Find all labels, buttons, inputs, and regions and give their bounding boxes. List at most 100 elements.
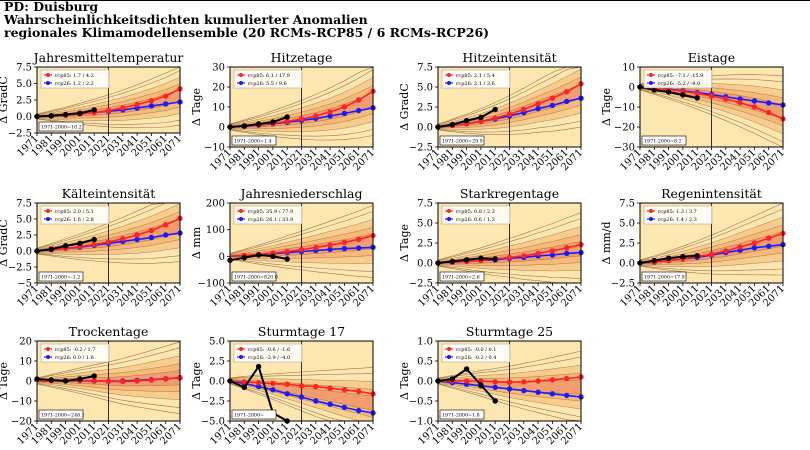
baseline-box xyxy=(641,271,687,282)
data-point-obs xyxy=(255,363,262,370)
y-tick-label: −30 xyxy=(614,143,635,154)
legend-swatch-marker xyxy=(447,355,451,359)
y-tick-label: 0 xyxy=(629,83,635,94)
legend-box xyxy=(233,205,303,225)
y-tick-label: 5.0 xyxy=(16,215,32,226)
y-tick-label: 2.5 xyxy=(209,357,225,368)
data-point-rcp26 xyxy=(751,245,758,251)
data-point-rcp85 xyxy=(521,379,527,385)
data-point-obs xyxy=(478,114,484,121)
legend-swatch-marker xyxy=(239,81,243,85)
chart-panel: −2.50.02.55.07.5197119811991200120112021… xyxy=(398,50,585,173)
data-point-rcp85 xyxy=(492,115,498,121)
baseline-note: 1971-2000=17.9 xyxy=(641,271,687,282)
baseline-note: 1971-2000=8.2 xyxy=(641,135,687,146)
y-tick-label: 5.0 xyxy=(619,219,635,230)
y-tick-label: 7.5 xyxy=(16,63,32,74)
data-point-rcp26 xyxy=(521,387,527,394)
legend: rcp85: 6.1 / 17.9 rcp26: 5.5 / 9.6 xyxy=(233,69,303,89)
data-point-rcp26 xyxy=(148,103,155,109)
data-point-rcp85 xyxy=(120,105,126,111)
legend-swatch-marker xyxy=(46,217,50,221)
y-tick-label: −5.0 xyxy=(201,417,225,428)
data-point-rcp85 xyxy=(148,97,155,104)
chart-title: Kälteintensität xyxy=(62,186,156,201)
y-tick-label: 0.5 xyxy=(417,357,433,368)
legend: rcp85: 35.9 / 77.9 rcp26: 26.1 / 33.9 xyxy=(233,205,303,225)
y-tick-label: −2.5 xyxy=(409,279,433,290)
baseline-box xyxy=(231,271,277,282)
legend-swatch-marker xyxy=(239,355,243,359)
y-tick-label: −10 xyxy=(614,103,635,114)
chart-title: Jahresmitteltemperatur xyxy=(32,50,184,65)
legend-label: rcp26: -2.9 / -4.0 xyxy=(248,355,290,361)
legend-swatch-marker xyxy=(447,209,451,213)
data-point-obs xyxy=(91,107,97,113)
legend-box xyxy=(40,69,110,89)
data-point-obs xyxy=(665,89,672,95)
y-axis-label: Δ Tage xyxy=(398,224,411,262)
data-point-rcp26 xyxy=(549,252,556,258)
baseline-label: 1971-2000=248.1 xyxy=(41,413,85,419)
y-tick-label: 7.5 xyxy=(417,63,433,74)
data-point-obs xyxy=(680,92,686,98)
baseline-box xyxy=(231,409,277,420)
baseline-note: 1971-2000=29.9 xyxy=(439,135,485,146)
data-point-rcp26 xyxy=(766,100,772,106)
data-point-obs xyxy=(651,87,657,93)
data-point-rcp26 xyxy=(766,243,772,249)
y-tick-label: 2.5 xyxy=(619,239,635,250)
baseline-label: 1971-2000=820.0 xyxy=(234,275,278,281)
legend-swatch-marker xyxy=(239,217,243,221)
data-point-obs xyxy=(449,258,455,265)
data-point-rcp85 xyxy=(478,118,484,125)
y-tick-label: 20 xyxy=(212,83,225,94)
legend-label: rcp85: 2.1 / 5.4 xyxy=(456,73,495,79)
data-point-rcp85 xyxy=(298,383,305,389)
data-point-rcp85 xyxy=(766,235,772,241)
chart-title: Hitzeintensität xyxy=(462,50,556,65)
y-tick-label: 0.0 xyxy=(16,112,32,123)
baseline-box xyxy=(439,271,485,282)
legend-box xyxy=(643,205,713,225)
data-point-rcp26 xyxy=(564,98,570,105)
legend: rcp85: -0.0 / 0.1 rcp26: -0.2 / 0.4 xyxy=(441,343,511,363)
data-point-obs xyxy=(449,376,455,382)
legend: rcp85: -7.1 / -15.9 rcp26: -5.2 / -9.0 xyxy=(643,69,713,89)
legend-label: rcp85: 6.1 / 17.9 xyxy=(248,73,290,79)
legend-swatch-marker xyxy=(447,73,451,77)
chart-title: Sturmtage 25 xyxy=(466,324,553,339)
legend-swatch-marker xyxy=(649,217,653,221)
legend-label: rcp85: -0.6 / -1.6 xyxy=(248,347,290,353)
legend-swatch-marker xyxy=(46,347,50,351)
y-tick-label: 7.5 xyxy=(619,199,635,210)
y-tick-label: 7.5 xyxy=(16,199,32,210)
data-point-obs xyxy=(463,117,470,124)
header-line-2: Wahrscheinlichkeitsdichten kumulierter A… xyxy=(4,12,368,27)
data-point-rcp85 xyxy=(241,379,247,385)
chart-title: Jahresniederschlag xyxy=(238,186,362,201)
data-point-rcp26 xyxy=(298,394,305,400)
y-tick-label: 10 xyxy=(622,63,635,74)
data-point-rcp26 xyxy=(327,246,333,253)
baseline-note: 1971-2000=820.0 xyxy=(231,271,278,282)
y-tick-label: 5.0 xyxy=(417,219,433,230)
data-point-obs xyxy=(241,254,247,261)
legend-label: rcp26: 1.4 / 2.3 xyxy=(658,217,697,223)
data-point-rcp85 xyxy=(91,241,97,248)
y-tick-label: 0 xyxy=(219,252,225,263)
baseline-note: 1971-2000=2.6 xyxy=(439,271,485,282)
data-point-rcp85 xyxy=(766,109,772,116)
legend: rcp85: 1.7 / 4.2 rcp26: 1.2 / 2.2 xyxy=(40,69,110,89)
y-tick-label: −2.5 xyxy=(409,143,433,154)
data-point-rcp85 xyxy=(120,378,126,385)
data-point-rcp85 xyxy=(313,244,319,251)
y-tick-label: −20 xyxy=(614,123,635,134)
data-point-obs xyxy=(478,255,484,261)
y-tick-label: 5.0 xyxy=(417,83,433,94)
data-point-rcp85 xyxy=(341,239,348,246)
data-point-rcp85 xyxy=(341,104,348,110)
y-tick-label: −2.5 xyxy=(611,279,635,290)
y-tick-label: 2.5 xyxy=(16,231,32,242)
y-tick-label: 10 xyxy=(212,103,225,114)
